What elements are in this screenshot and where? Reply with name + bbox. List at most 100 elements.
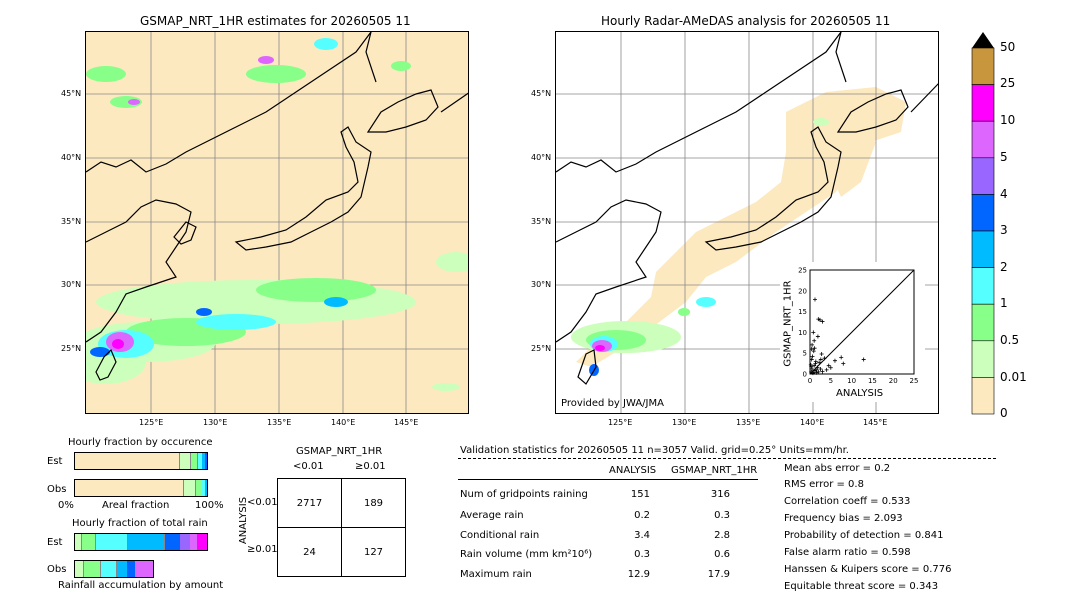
scatter-xtick-label: 20	[889, 377, 898, 385]
scatter-point	[815, 365, 820, 370]
occ-est-label: Est	[47, 456, 63, 467]
colorbar-label: 0.5	[1000, 333, 1020, 347]
scatter-xlabel: ANALYSIS	[836, 388, 884, 399]
scatter-point	[826, 363, 831, 368]
ct-col-lt: <0.01	[293, 461, 324, 472]
accum-label: Rainfall accumulation by amount	[58, 580, 224, 591]
colorbar-swatch	[971, 340, 995, 378]
right-lon-label: 140°E	[800, 418, 825, 427]
left-map	[85, 31, 469, 414]
validation-gsmap-value: 17.9	[707, 569, 730, 580]
ct-row-ge: ≥0.01	[247, 544, 278, 555]
scatter-point	[809, 364, 814, 369]
validation-row-label: Maximum rain	[460, 569, 532, 580]
ct-cell: 127	[341, 527, 406, 577]
left-lon-label: 135°E	[267, 418, 292, 427]
occurrence-title: Hourly fraction by occurence	[68, 437, 213, 448]
scatter-inset: 0 5 10 15 20 25 0 5 10 15 20 25	[780, 262, 925, 402]
scatter-point	[812, 363, 817, 368]
right-map-title: Hourly Radar-AMeDAS analysis for 2026050…	[601, 14, 891, 28]
gsmap-precip-map	[86, 32, 468, 413]
tot-obs-label: Obs	[47, 564, 67, 575]
scatter-ytick-label: 25	[798, 267, 807, 275]
validation-row-label: Rain volume (mm km²10⁶)	[460, 549, 593, 560]
scatter-ytick-label: 0	[803, 371, 807, 379]
validation-dashed-rule	[458, 458, 996, 459]
scatter-point	[815, 334, 820, 339]
scatter-point	[832, 358, 837, 363]
contingency-table: 2717 189 24 127	[277, 478, 406, 577]
occ-obs-bar	[74, 479, 208, 497]
right-lon-label: 135°E	[736, 418, 761, 427]
left-lat-label: 40°N	[61, 153, 82, 162]
tot-est-bar	[74, 533, 208, 551]
ct-cell: 24	[277, 527, 342, 577]
ct-cell: 2717	[277, 478, 342, 528]
ct-cell: 189	[341, 478, 406, 528]
colorbar-swatch	[971, 120, 995, 159]
scatter-xtick-label: 5	[829, 377, 833, 385]
validation-analysis-value: 0.2	[634, 510, 650, 521]
colorbar	[970, 30, 1030, 420]
fraction-axis-left: 0%	[58, 500, 74, 511]
scatter-point	[812, 297, 817, 302]
scatter-point	[813, 361, 818, 366]
scatter-point	[841, 361, 846, 366]
colorbar-swatch	[971, 47, 995, 85]
scatter-ylabel: GSMAP_NRT_1HR	[782, 280, 794, 367]
validation-gsmap-value: 2.8	[714, 530, 730, 541]
colorbar-label: 50	[1000, 40, 1016, 54]
scatter-point	[810, 371, 815, 376]
right-lon-label: 145°E	[863, 418, 888, 427]
validation-analysis-value: 0.3	[634, 549, 650, 560]
col-gsmap-header: GSMAP_NRT_1HR	[671, 465, 758, 476]
validation-row-label: Conditional rain	[460, 530, 540, 541]
left-lat-label: 30°N	[61, 280, 82, 289]
colorbar-swatch	[971, 267, 995, 305]
score: Hanssen & Kuipers score = 0.776	[784, 564, 952, 575]
validation-gsmap-value: 0.3	[714, 510, 730, 521]
colorbar-label: 0.01	[1000, 370, 1027, 384]
score: Probability of detection = 0.841	[784, 530, 944, 541]
scatter-point	[824, 367, 829, 372]
right-lat-label: 35°N	[531, 217, 552, 226]
left-map-title: GSMAP_NRT_1HR estimates for 20260505 11	[140, 14, 411, 28]
validation-rule	[458, 479, 758, 480]
validation-gsmap-value: 316	[710, 489, 730, 500]
occ-obs-label: Obs	[47, 484, 67, 495]
scatter-point	[810, 342, 815, 347]
colorbar-swatch	[971, 157, 995, 195]
fraction-axis-right: 100%	[195, 500, 224, 511]
scatter-point	[839, 355, 844, 360]
left-lat-label: 25°N	[61, 344, 82, 353]
scatter-point	[813, 359, 818, 364]
scatter-point	[811, 330, 816, 335]
scatter-ytick-label: 10	[798, 329, 807, 337]
scatter-point	[820, 369, 825, 374]
scatter-point	[819, 352, 824, 357]
validation-analysis-value: 3.4	[634, 530, 650, 541]
right-lon-label: 130°E	[672, 418, 697, 427]
left-lon-label: 140°E	[331, 418, 356, 427]
validation-gsmap-value: 0.6	[714, 549, 730, 560]
score: Mean abs error = 0.2	[784, 463, 891, 474]
scatter-point	[817, 317, 822, 322]
score: False alarm ratio = 0.598	[784, 547, 911, 558]
colorbar-extend-triangle	[972, 32, 994, 48]
ct-row-lt: <0.01	[247, 497, 278, 508]
validation-row-label: Num of gridpoints raining	[460, 489, 588, 500]
validation-analysis-value: 12.9	[627, 569, 650, 580]
scatter-point	[817, 360, 822, 365]
scatter-point	[809, 347, 814, 352]
right-lat-label: 30°N	[531, 280, 552, 289]
scatter-point	[814, 370, 819, 375]
colorbar-label: 3	[1000, 223, 1008, 237]
scatter-point	[810, 354, 815, 359]
scatter-xtick-label: 10	[847, 377, 856, 385]
scatter-point	[810, 367, 815, 372]
colorbar-swatch	[971, 84, 995, 122]
total-rain-title: Hourly fraction of total rain	[72, 518, 208, 529]
scatter-ytick-label: 5	[803, 350, 807, 358]
left-lat-label: 35°N	[61, 217, 82, 226]
validation-header: Validation statistics for 20260505 11 n=…	[460, 445, 849, 456]
